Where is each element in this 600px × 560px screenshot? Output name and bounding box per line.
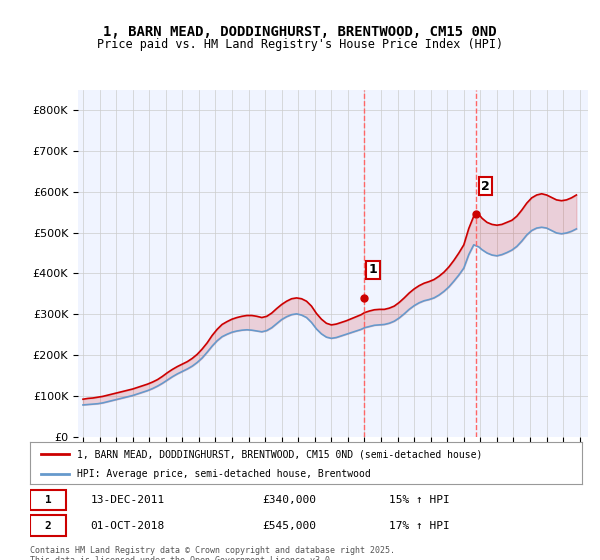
Text: £545,000: £545,000 bbox=[262, 520, 316, 530]
Text: Price paid vs. HM Land Registry's House Price Index (HPI): Price paid vs. HM Land Registry's House … bbox=[97, 38, 503, 51]
Text: 1, BARN MEAD, DODDINGHURST, BRENTWOOD, CM15 0ND: 1, BARN MEAD, DODDINGHURST, BRENTWOOD, C… bbox=[103, 25, 497, 39]
Text: 13-DEC-2011: 13-DEC-2011 bbox=[91, 495, 165, 505]
Text: 17% ↑ HPI: 17% ↑ HPI bbox=[389, 520, 449, 530]
Text: 15% ↑ HPI: 15% ↑ HPI bbox=[389, 495, 449, 505]
Text: 1: 1 bbox=[45, 495, 52, 505]
Text: 2: 2 bbox=[45, 520, 52, 530]
FancyBboxPatch shape bbox=[30, 515, 66, 535]
FancyBboxPatch shape bbox=[30, 490, 66, 510]
Text: 1, BARN MEAD, DODDINGHURST, BRENTWOOD, CM15 0ND (semi-detached house): 1, BARN MEAD, DODDINGHURST, BRENTWOOD, C… bbox=[77, 449, 482, 459]
Text: 01-OCT-2018: 01-OCT-2018 bbox=[91, 520, 165, 530]
Text: £340,000: £340,000 bbox=[262, 495, 316, 505]
Text: 1: 1 bbox=[368, 263, 377, 277]
Text: Contains HM Land Registry data © Crown copyright and database right 2025.
This d: Contains HM Land Registry data © Crown c… bbox=[30, 546, 395, 560]
Text: 2: 2 bbox=[481, 180, 490, 193]
Text: HPI: Average price, semi-detached house, Brentwood: HPI: Average price, semi-detached house,… bbox=[77, 469, 371, 479]
